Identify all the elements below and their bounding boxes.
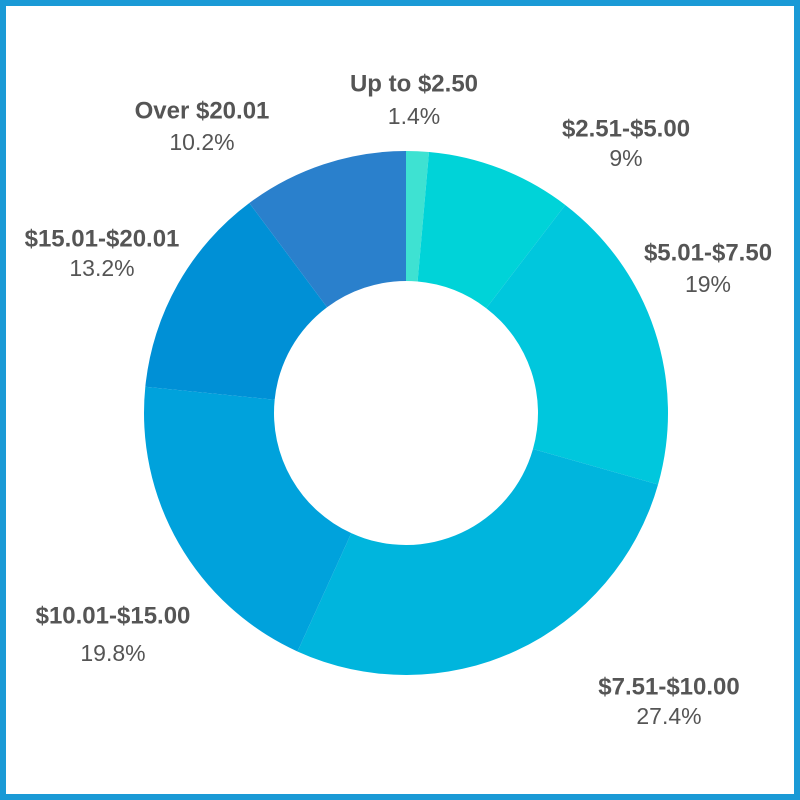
slice-name: Up to $2.50 — [350, 70, 478, 97]
slice-value: 19.8% — [80, 640, 145, 666]
slice-name: $15.01-$20.01 — [25, 225, 180, 252]
slice — [145, 202, 328, 400]
slice-name: Over $20.01 — [135, 97, 270, 124]
slice — [144, 386, 352, 652]
slice — [297, 449, 659, 675]
slice-name: $7.51-$10.00 — [598, 673, 739, 700]
slice-value: 1.4% — [388, 103, 440, 129]
slice — [249, 151, 406, 308]
slice-value: 19% — [685, 271, 731, 297]
slice-name: $2.51-$5.00 — [562, 115, 690, 142]
slice — [417, 152, 566, 309]
slice-value: 10.2% — [169, 129, 234, 155]
slice — [486, 204, 668, 485]
slice-name: $10.01-$15.00 — [36, 602, 191, 629]
slice-value: 27.4% — [636, 703, 701, 729]
slice — [406, 151, 430, 282]
slice-value: 9% — [609, 145, 642, 171]
slice-name: $5.01-$7.50 — [644, 239, 772, 266]
slice-value: 13.2% — [69, 255, 134, 281]
